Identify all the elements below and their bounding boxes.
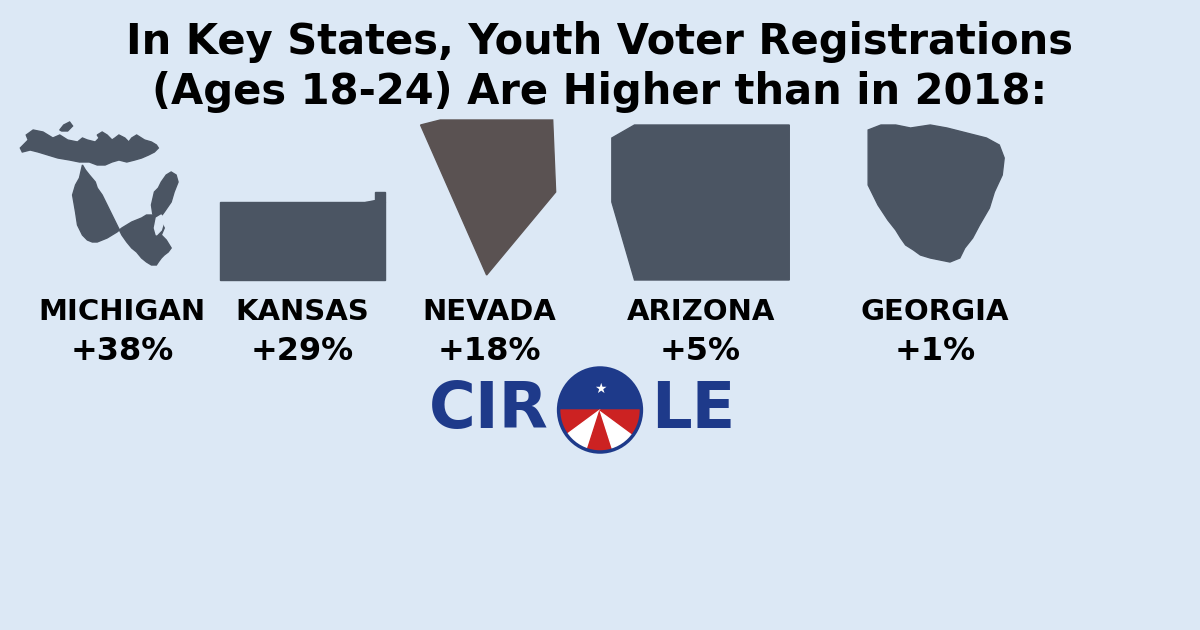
Text: In Key States, Youth Voter Registrations: In Key States, Youth Voter Registrations [126, 21, 1074, 63]
Polygon shape [221, 202, 385, 280]
Polygon shape [151, 172, 178, 225]
Wedge shape [587, 410, 613, 452]
Polygon shape [612, 125, 790, 280]
Text: ★: ★ [594, 382, 606, 396]
Text: GEORGIA: GEORGIA [860, 298, 1009, 326]
Text: +18%: +18% [438, 336, 541, 367]
Text: LE: LE [652, 379, 736, 441]
Text: +5%: +5% [660, 336, 742, 367]
Text: +38%: +38% [71, 336, 174, 367]
Polygon shape [868, 125, 1004, 262]
Text: ARIZONA: ARIZONA [626, 298, 775, 326]
Wedge shape [558, 410, 600, 435]
Polygon shape [155, 215, 164, 235]
Text: NEVADA: NEVADA [422, 298, 557, 326]
Polygon shape [420, 120, 556, 275]
Text: (Ages 18-24) Are Higher than in 2018:: (Ages 18-24) Are Higher than in 2018: [152, 71, 1048, 113]
Wedge shape [566, 410, 600, 450]
Wedge shape [558, 368, 642, 410]
Text: +1%: +1% [895, 336, 976, 367]
Polygon shape [60, 122, 72, 131]
Circle shape [558, 368, 642, 452]
Text: KANSAS: KANSAS [235, 298, 370, 326]
Text: CIR: CIR [428, 379, 548, 441]
Wedge shape [600, 410, 634, 450]
Polygon shape [20, 130, 158, 165]
Text: MICHIGAN: MICHIGAN [38, 298, 205, 326]
Polygon shape [365, 192, 385, 202]
Polygon shape [72, 165, 172, 265]
Text: +29%: +29% [251, 336, 354, 367]
Wedge shape [600, 410, 642, 435]
